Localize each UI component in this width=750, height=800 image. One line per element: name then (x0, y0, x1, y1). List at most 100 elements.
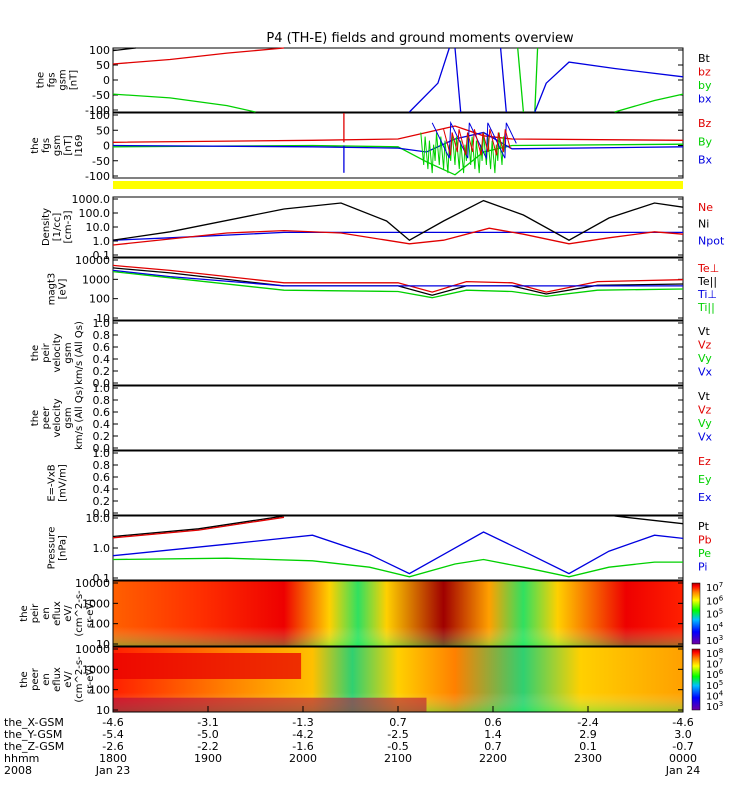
fgs-series-blue (454, 47, 462, 113)
fgs-series-green (534, 47, 539, 113)
row-value: -3.1 (197, 716, 218, 729)
peir-tick-label: 0.8 (93, 329, 111, 342)
temp-ylabel-line: [eV] (58, 279, 69, 300)
fgs-legend-by: by (698, 79, 712, 92)
row-value: 0.1 (579, 740, 597, 753)
espec-ylabel-line: sr-eV) (85, 665, 96, 694)
peer-ylabel: the peer velocity gsm km/s (All Qs) (30, 386, 85, 450)
ispec-tick-label: 1000 (82, 597, 110, 610)
row-value: 2300 (574, 752, 602, 765)
row-value: -4.6 (102, 716, 123, 729)
efield-tick-label: 1.0 (93, 447, 111, 460)
row-value: 0000 (669, 752, 697, 765)
press-tick-label: 10.0 (86, 512, 111, 525)
fgs-tick-label: 50 (96, 59, 110, 72)
espec-ylabel-line: en (41, 673, 52, 686)
row-value: 1.4 (484, 728, 502, 741)
efield-tick-label: 0.4 (93, 483, 111, 496)
fgs-series-green (112, 93, 256, 113)
press-ylabel: Pressure [nPa] (47, 527, 69, 570)
dens-series-red (112, 227, 684, 246)
ispec-cbar-label: 106 (706, 594, 724, 607)
ispec-ylabel-line: peir (30, 603, 41, 623)
fgs-series-blue (534, 61, 684, 113)
ispec-ylabel-line: en (41, 607, 52, 620)
espec-ylabel: the peer en eflux eV/(cm^2-s-sr-eV) (19, 656, 96, 703)
row-value: 1900 (194, 752, 222, 765)
fgs-series-black (112, 47, 136, 52)
peer-tick-label: 0.4 (93, 418, 111, 431)
dens-tick-label: 0.1 (93, 249, 111, 262)
panel-peir: 1.00.80.60.40.20.0 the peir velocity gsm km/s… (30, 317, 713, 390)
press-series-black (112, 515, 285, 538)
dens-tick-label: 1.0 (93, 235, 111, 248)
espec-colorbar (691, 648, 701, 711)
peer-tick-label: 1.0 (93, 382, 111, 395)
peir-tick-label: 1.0 (93, 317, 111, 330)
efield-tick-label: 0.0 (93, 507, 111, 520)
dens-ylabel-line: [cm-3] (63, 210, 74, 243)
fgl-tick-label: -50 (92, 155, 110, 168)
temp-series-black (112, 267, 684, 296)
fgs-ylabel-line: [nT] (69, 70, 80, 90)
espec-ylabel-line: eV/ (63, 671, 74, 688)
fgl-tick-label: 50 (96, 124, 110, 137)
peer-ylabel-line: gsm (63, 407, 74, 428)
temp-tick-label: 1000 (82, 273, 110, 286)
temp-frame (112, 257, 684, 321)
fgs-legend-bz: bz (698, 66, 711, 79)
fgl-noise-green (420, 132, 506, 174)
row-value: 2000 (289, 752, 317, 765)
peir-tick-label: 0.2 (93, 365, 111, 378)
press-legend-Pb: Pb (698, 534, 712, 547)
panel-peer: 1.00.80.60.40.20.0 the peer velocity gsm km/s… (30, 382, 713, 455)
peer-tick-label: 0.8 (93, 394, 111, 407)
fgl-series-green (112, 143, 684, 176)
temp-legend-Ti||: Ti|| (697, 301, 715, 314)
fgs-legend-Bt: Bt (698, 52, 711, 65)
ispec-cbar-label: 107 (706, 581, 723, 594)
row-value: Jan 24 (665, 764, 700, 777)
fgs-series-blue (408, 47, 450, 113)
temp-tick-label: 10000 (75, 254, 110, 267)
press-ylabel-line: Pressure (47, 527, 58, 570)
dens-series-black (112, 199, 684, 241)
press-series-black (614, 515, 684, 525)
temp-ylabel: magt3 [eV] (47, 273, 69, 306)
temp-tick-label: 10 (96, 312, 110, 325)
efield-tick-label: 0.8 (93, 459, 111, 472)
espec-cbar-label: 103 (706, 700, 723, 713)
peer-tick-label: 0.6 (93, 406, 111, 419)
efield-ylabel: E=-VxB [mV/m] (47, 464, 69, 502)
peir-frame (112, 320, 684, 386)
row-value: 0.6 (484, 716, 502, 729)
efield-ylabel-line: E=-VxB (47, 464, 58, 501)
peir-ylabel: the peir velocity gsm km/s (All Qs) (30, 321, 85, 385)
peir-ylabel-line: velocity (52, 333, 63, 372)
fgl-ylabel-line: l169 (74, 135, 85, 157)
ispec-ylabel-line: eflux (52, 601, 63, 626)
row-value: -0.5 (387, 740, 408, 753)
press-legend-Pe: Pe (698, 547, 711, 560)
dens-series-blue (112, 231, 683, 241)
peer-legend-Vz: Vz (698, 404, 712, 417)
peer-ylabel-line: velocity (52, 398, 63, 437)
fgs-tick-label: 0 (103, 74, 110, 87)
fgs-series-blue (499, 47, 507, 113)
fgs-tick-label: 100 (89, 44, 110, 57)
peer-legend-Vx: Vx (698, 431, 713, 444)
row-value: -4.6 (672, 716, 693, 729)
ispec-ylabel: the peir en eflux eV/(cm^2-s-sr-eV) (19, 590, 96, 637)
fgl-tick-label: 100 (89, 109, 110, 122)
fgl-noise-red (443, 129, 511, 156)
efield-ylabel-line: [mV/m] (58, 464, 69, 502)
peer-tick-label: 0.0 (93, 442, 111, 455)
dens-tick-label: 100.0 (79, 207, 111, 220)
fgs-legend-bx: bx (698, 93, 712, 106)
ispec-cbar-label: 104 (706, 621, 724, 634)
temp-series-green (112, 270, 684, 299)
